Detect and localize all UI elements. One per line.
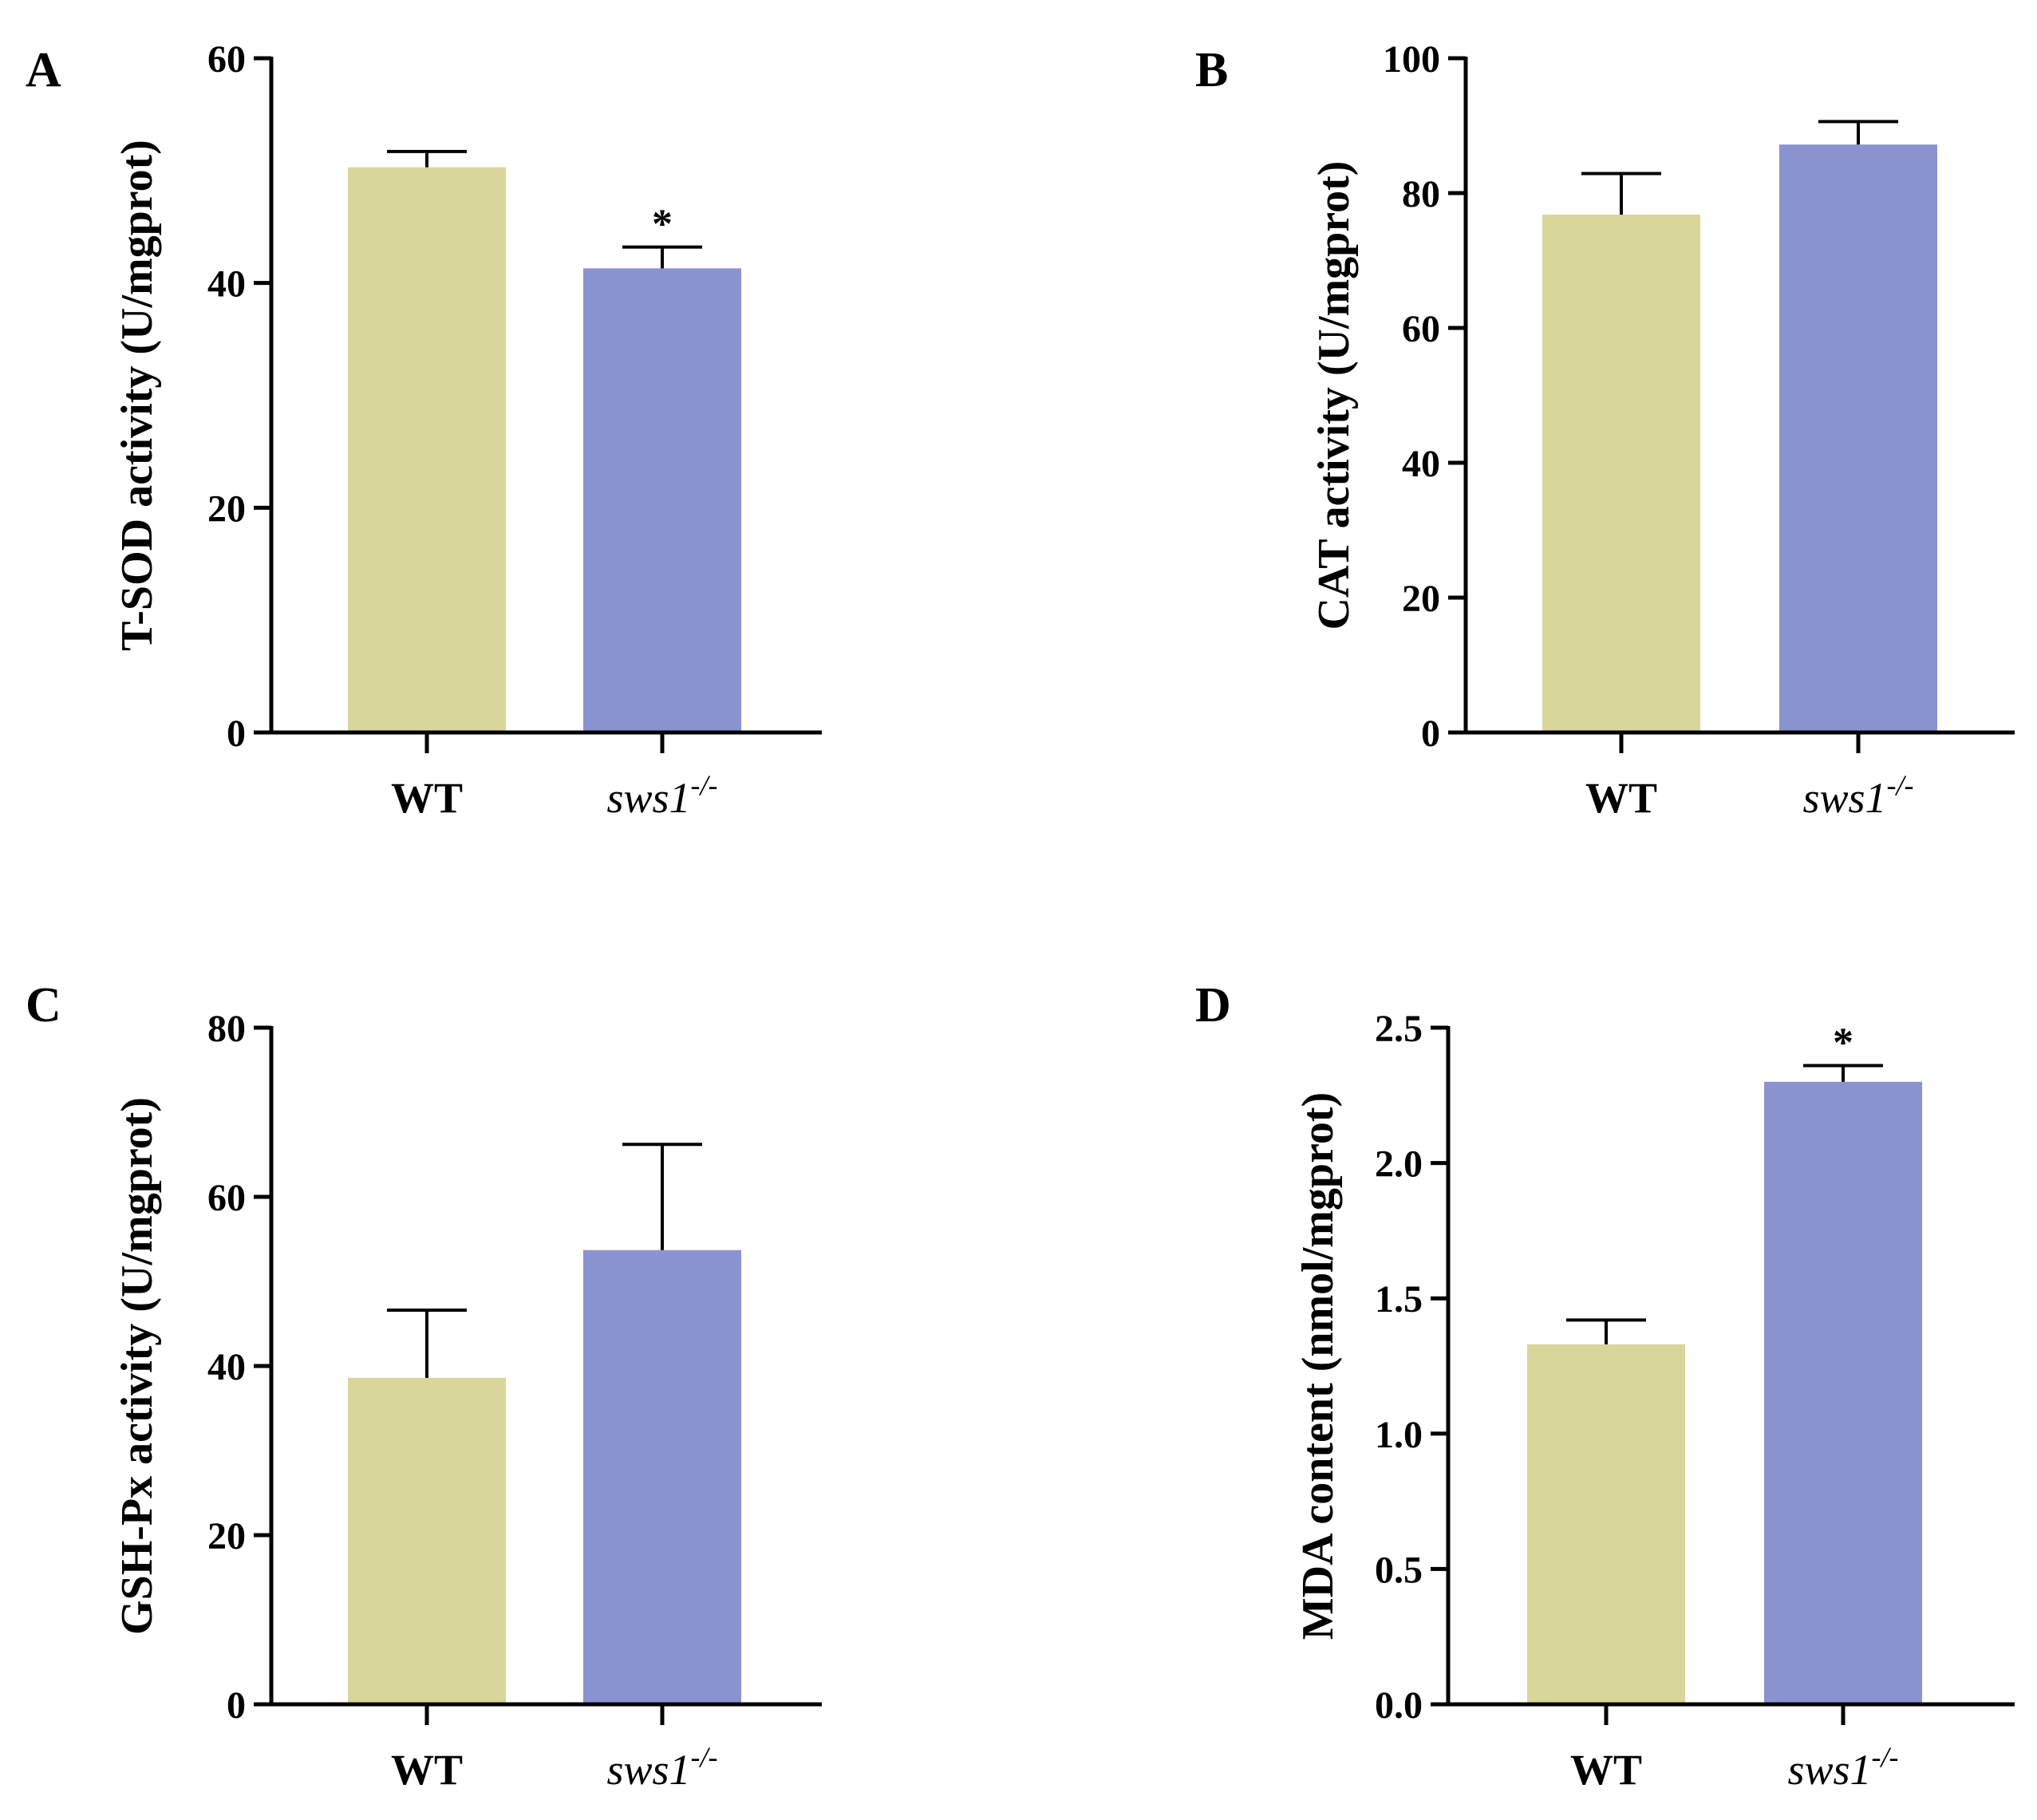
- panel-d: D * 0.0 0.5 1.0 1.5 2.0 2.5 WT sws1-/- MDA content…: [1195, 978, 2015, 1794]
- panel-letter: D: [1195, 978, 1231, 1032]
- y-axis-label: GSH-Px activity (U/mgprot): [113, 1097, 162, 1635]
- y-tick-label: 60: [1402, 308, 1440, 350]
- y-axis-label: MDA content (nmol/mgprot): [1293, 1092, 1343, 1640]
- y-tick-label: 0: [1421, 713, 1440, 755]
- y-tick-label: 40: [207, 263, 246, 306]
- y-tick-label: 2.0: [1375, 1143, 1423, 1186]
- y-tick-label: 100: [1383, 38, 1440, 81]
- x-tick-label: sws1-/-: [1802, 769, 1913, 822]
- bar-wt: [348, 167, 506, 732]
- y-tick-label: 20: [207, 1515, 246, 1557]
- x-tick-label: sws1-/-: [606, 769, 717, 822]
- significance-marker: *: [652, 202, 673, 247]
- y-axis-label: CAT activity (U/mgprot): [1309, 161, 1359, 630]
- y-tick-label: 20: [207, 488, 246, 530]
- x-tick-label: WT: [391, 774, 463, 822]
- y-tick-label: 40: [207, 1346, 246, 1388]
- panel-letter: C: [26, 978, 61, 1032]
- x-tick-label: sws1-/-: [1787, 1741, 1898, 1794]
- y-tick-label: 40: [1402, 443, 1440, 485]
- panel-c: C 0 20 40 60 80 WT sws1-/- GSH-Px activity (U/mg…: [26, 978, 822, 1794]
- panel-b: B 0 20 40 60 80 100 WT sws1-/- CAT activity (U/mg…: [1195, 38, 2015, 822]
- y-tick-label: 0: [227, 713, 246, 755]
- y-tick-label: 0: [227, 1684, 246, 1727]
- bar-sws1: [583, 268, 741, 732]
- panel-letter: B: [1195, 43, 1228, 97]
- y-tick-label: 80: [207, 1008, 246, 1050]
- significance-marker: *: [1833, 1020, 1853, 1065]
- x-tick-label: WT: [1570, 1746, 1642, 1794]
- y-tick-label: 80: [1402, 173, 1440, 215]
- y-tick-label: 1.0: [1375, 1414, 1423, 1456]
- bar-wt: [1542, 215, 1700, 732]
- x-tick-label: WT: [391, 1746, 463, 1794]
- x-tick-label: sws1-/-: [606, 1741, 717, 1794]
- y-tick-label: 60: [207, 1177, 246, 1219]
- y-tick-label: 60: [207, 38, 246, 81]
- y-tick-label: 2.5: [1375, 1008, 1423, 1050]
- bar-sws1: [1779, 144, 1937, 732]
- y-tick-label: 0.5: [1375, 1549, 1423, 1591]
- panel-a: A * 0 20 40 60 WT sws1-/- T-SOD activity (U/mgpr…: [26, 38, 822, 822]
- bar-sws1: [583, 1250, 741, 1704]
- bar-sws1: [1764, 1081, 1922, 1704]
- y-axis-label: T-SOD activity (U/mgprot): [113, 140, 162, 651]
- bar-wt: [348, 1377, 506, 1704]
- x-tick-label: WT: [1585, 774, 1657, 822]
- y-tick-label: 0.0: [1375, 1684, 1423, 1727]
- y-tick-label: 1.5: [1375, 1278, 1423, 1321]
- bar-wt: [1527, 1344, 1685, 1704]
- panel-letter: A: [26, 43, 61, 97]
- y-tick-label: 20: [1402, 578, 1440, 620]
